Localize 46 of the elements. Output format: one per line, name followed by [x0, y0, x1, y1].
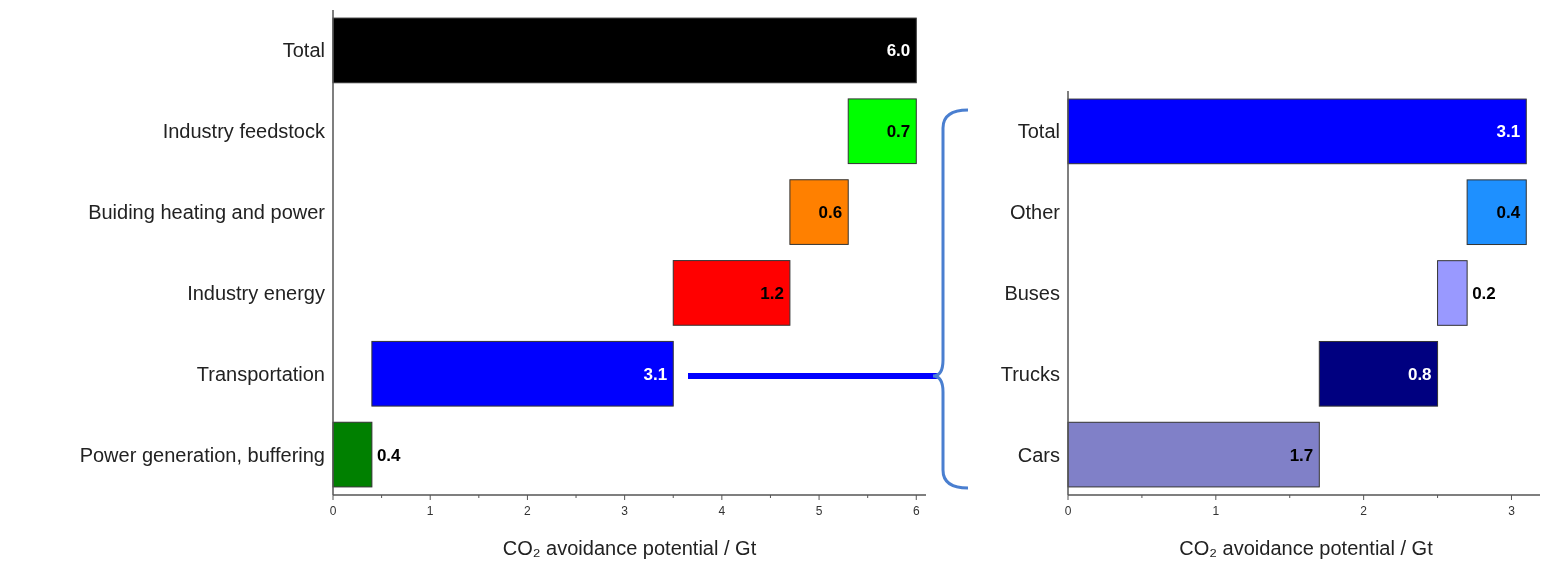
- bar: [332, 17, 917, 84]
- x-tick-label: 6: [912, 504, 920, 518]
- y-tick-label: Transportation: [196, 362, 325, 385]
- bar: [1067, 98, 1527, 165]
- data-label: 1.7: [1289, 445, 1314, 465]
- x-tick-label: 5: [815, 504, 823, 518]
- y-tick-label: Other: [1009, 201, 1061, 224]
- x-tick-label: 2: [1360, 504, 1368, 518]
- y-tick-label: Power generation, buffering: [79, 443, 325, 466]
- data-label: 0.2: [1472, 283, 1496, 303]
- x-tick-label: 1: [1212, 504, 1220, 518]
- bar: [1466, 179, 1527, 246]
- data-label: 3.1: [1496, 122, 1521, 142]
- data-label: 3.1: [643, 364, 668, 384]
- x-tick-label: 0: [1064, 504, 1072, 518]
- bar: [1067, 421, 1320, 488]
- y-tick-label: Total: [282, 39, 325, 62]
- data-label: 0.7: [886, 122, 911, 142]
- bar: [371, 340, 674, 407]
- x-tick-label: 3: [1508, 504, 1516, 518]
- y-tick-label: Buses: [1004, 282, 1060, 304]
- y-tick-label: Industry energy: [187, 281, 325, 304]
- bar: [1318, 340, 1439, 407]
- bar: [672, 260, 791, 326]
- x-tick-label: 3: [621, 504, 629, 518]
- x-tick-label: 4: [718, 504, 726, 518]
- y-tick-label: Trucks: [1000, 362, 1060, 385]
- x-axis-title: CO₂ avoidance potential / Gt: [502, 537, 757, 559]
- data-label: 6.0: [886, 41, 911, 61]
- y-tick-label: Cars: [1017, 443, 1060, 466]
- y-tick-label: Buiding heating and power: [88, 201, 326, 224]
- bar: [332, 421, 373, 488]
- bar: [847, 98, 917, 165]
- x-axis-title: CO₂ avoidance potential / Gt: [1179, 537, 1434, 559]
- data-label: 0.6: [818, 203, 843, 223]
- data-label: 0.8: [1407, 364, 1432, 384]
- x-tick-label: 1: [426, 504, 434, 518]
- bar: [789, 179, 849, 245]
- data-label: 1.2: [760, 283, 784, 303]
- bar: [1437, 260, 1468, 326]
- y-tick-label: Industry feedstock: [162, 120, 326, 143]
- data-label: 0.4: [376, 445, 402, 465]
- data-label: 0.4: [1496, 203, 1521, 223]
- x-tick-label: 0: [329, 504, 337, 518]
- x-tick-label: 2: [524, 504, 532, 518]
- y-tick-label: Total: [1017, 120, 1060, 143]
